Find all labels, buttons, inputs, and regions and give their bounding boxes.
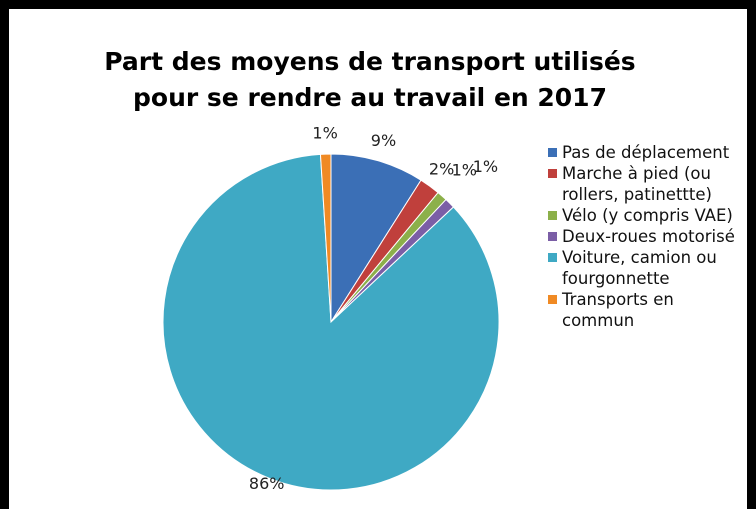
legend-swatch	[548, 148, 557, 157]
legend-swatch	[548, 232, 557, 241]
pie-slice	[162, 153, 500, 491]
legend-label: Vélo (y compris VAE)	[562, 206, 733, 225]
legend-label: Pas de déplacement	[562, 143, 730, 162]
legend-label: Deux-roues motorisé	[562, 227, 735, 246]
pie-slice	[330, 153, 422, 324]
legend-item: Deux-roues motorisé	[546, 226, 746, 247]
legend-swatch	[548, 253, 557, 262]
legend-item: Vélo (y compris VAE)	[546, 205, 746, 226]
legend-item: Transports en commun	[546, 289, 746, 331]
data-label: 9%	[371, 131, 396, 150]
legend-label: Transports en commun	[562, 290, 674, 330]
legend-label: Voiture, camion ou fourgonnette	[562, 248, 717, 288]
legend: Pas de déplacement Marche à pied (ou roll…	[546, 142, 746, 331]
data-label: 86%	[249, 474, 285, 493]
data-label: 1%	[473, 157, 498, 176]
chart-title: pour se rendre au travail en 2017	[133, 83, 607, 112]
data-label: 1%	[452, 160, 477, 179]
legend-label: Marche à pied (ou rollers, patinettte)	[562, 164, 712, 204]
legend-swatch	[548, 169, 557, 178]
legend-item: Voiture, camion ou fourgonnette	[546, 247, 746, 289]
legend-item: Marche à pied (ou rollers, patinettte)	[546, 163, 746, 205]
chart-title: Part des moyens de transport utilisés	[104, 47, 635, 76]
legend-swatch	[548, 211, 557, 220]
legend-swatch	[548, 295, 557, 304]
data-label: 1%	[312, 123, 337, 142]
legend-item: Pas de déplacement	[546, 142, 746, 163]
pie-slice	[319, 153, 332, 323]
data-label: 2%	[429, 159, 454, 178]
